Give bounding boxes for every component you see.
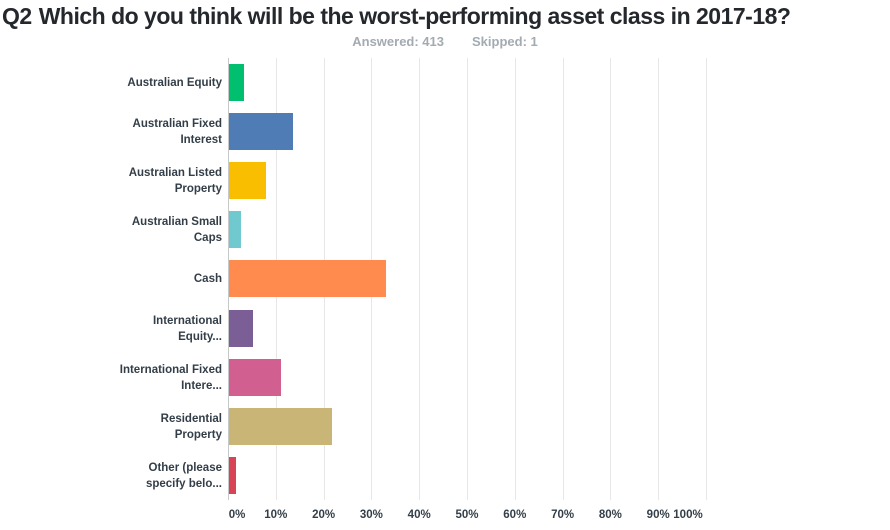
category-label-australian-small-caps: Australian Small Caps (131, 215, 222, 244)
bar-australian-small-caps (229, 211, 241, 248)
response-stats: Answered: 413 Skipped: 1 (0, 34, 890, 49)
category-label-australian-listed-property: Australian Listed Property (128, 166, 222, 195)
gridline (610, 58, 612, 500)
bar-australian-equity (229, 64, 244, 101)
x-axis-tick-label: 40% (407, 509, 431, 521)
gridline (419, 58, 421, 500)
category-label-residential-property: Residential Property (160, 412, 222, 441)
x-axis-tick-label: 10% (264, 509, 288, 521)
answered-count: Answered: 413 (352, 34, 444, 49)
x-axis-tick-label: 100% (673, 509, 703, 521)
x-axis-tick-label: 50% (455, 509, 479, 521)
bar-australian-fixed-interest (229, 113, 293, 150)
category-label-australian-equity: Australian Equity (127, 76, 222, 89)
x-axis-tick-label: 20% (312, 509, 336, 521)
x-axis-tick-label: 0% (228, 509, 246, 521)
category-label-international-equity: International Equity... (152, 314, 222, 343)
question-number: Q2 (2, 3, 32, 29)
gridline (467, 58, 468, 500)
y-axis-line (228, 58, 229, 500)
x-axis-tick-label: 70% (551, 509, 575, 521)
gridline (658, 58, 660, 500)
page-title: Q2 Which do you think will be the worst-p… (2, 2, 888, 30)
x-axis-tick-label: 60% (503, 509, 527, 521)
question-text: Which do you think will be the worst-per… (38, 3, 791, 29)
bar-international-fixed-intere (229, 359, 282, 396)
bar-chart-plot-area: 0% 10% 20% 30% 40% 50% 60% 70% 80% 90% 100% Austral… (120, 58, 707, 521)
x-axis-tick-label: 90% (646, 509, 670, 521)
category-label-international-fixed-intere: International Fixed Intere... (119, 363, 222, 392)
gridline (706, 58, 707, 500)
bar-other-please-specify-belo (229, 457, 236, 494)
x-axis-tick-label: 30% (359, 509, 383, 521)
category-label-other-please-specify-belo: Other (please specify belo... (145, 461, 222, 490)
category-label-australian-fixed-interest: Australian Fixed Interest (132, 117, 222, 146)
bar-residential-property (229, 408, 333, 445)
x-axis-tick-label: 80% (598, 509, 622, 521)
skipped-count: Skipped: 1 (472, 34, 538, 49)
bar-australian-listed-property (229, 162, 266, 199)
gridline (562, 58, 564, 500)
category-label-cash: Cash (193, 272, 222, 285)
gridline (514, 58, 516, 500)
bar-cash (229, 260, 387, 297)
bar-international-equity (229, 310, 254, 347)
